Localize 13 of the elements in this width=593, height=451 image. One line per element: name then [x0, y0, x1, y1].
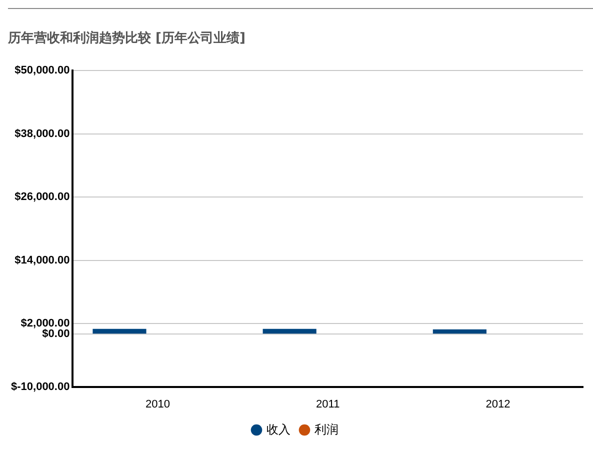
- y-tick-label: $50,000.00: [14, 64, 70, 77]
- y-tick-label: $14,000.00: [14, 254, 70, 266]
- y-tick-label: $0.00: [42, 328, 70, 340]
- y-tick-label: $26,000.00: [14, 191, 70, 204]
- y-tick-label: $-10,000.00: [11, 380, 70, 393]
- y-tick-label: $38,000.00: [14, 128, 70, 140]
- legend-label: 收入: [266, 422, 290, 436]
- x-tick-label: 2010: [146, 398, 170, 410]
- chart-title: 历年营收和利润趋势比较 [历年公司业绩]: [8, 30, 246, 48]
- y-tick-label: $2,000.00: [20, 318, 70, 330]
- x-tick-label: 2012: [486, 398, 510, 410]
- legend-label: 利润: [314, 422, 338, 436]
- x-tick-label: 2011: [316, 398, 340, 410]
